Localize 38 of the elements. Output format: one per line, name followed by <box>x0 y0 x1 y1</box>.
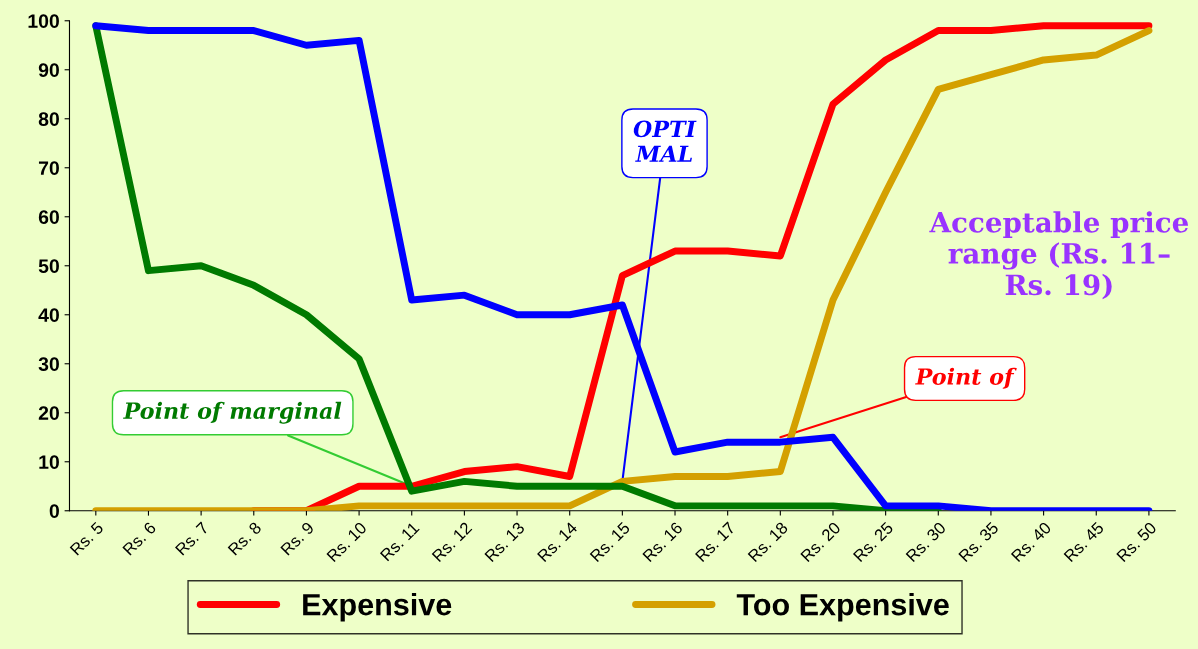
legend-label: Too Expensive <box>736 593 949 622</box>
x-tick-label: Rs. 12 <box>431 521 473 563</box>
x-tick-label: Rs. 45 <box>1063 521 1105 563</box>
x-tick-label: Rs. 5 <box>69 521 104 556</box>
y-tick-label: 50 <box>38 259 59 273</box>
y-tick-label: 10 <box>39 455 59 469</box>
x-tick-label: Rs. 6 <box>122 521 157 556</box>
y-tick-label: 60 <box>38 210 59 224</box>
x-tick-label: Rs. 18 <box>747 521 789 563</box>
x-tick-label: Rs. 30 <box>905 521 947 563</box>
y-tick-label: 30 <box>38 357 59 372</box>
x-tick-label: Rs. 35 <box>958 521 1000 563</box>
x-tick-label: Rs. 20 <box>800 521 842 563</box>
x-tick-label: Rs. 8 <box>227 521 262 556</box>
x-tick-label: Rs. 10 <box>326 521 368 563</box>
legend-label: Expensive <box>303 593 452 622</box>
x-tick-label: Rs. 14 <box>537 521 579 563</box>
y-tick-label: 20 <box>38 406 59 420</box>
annotation: OPTI MAL <box>633 120 697 162</box>
y-tick-label: 40 <box>38 308 59 322</box>
annotation: Point of <box>915 367 1017 389</box>
x-tick-label: Rs. 9 <box>280 521 315 556</box>
x-tick-label: Rs. 17 <box>695 521 736 563</box>
x-tick-label: Rs. 13 <box>484 521 526 563</box>
x-tick-label: Rs. 15 <box>589 521 631 563</box>
x-tick-label: Rs. 16 <box>642 521 684 563</box>
y-tick-label: 70 <box>38 161 59 175</box>
y-tick-label: 80 <box>38 112 59 126</box>
x-tick-label: Rs. 7 <box>175 521 210 556</box>
annotation: Point of marginal <box>123 401 342 424</box>
x-tick-label: Rs. 50 <box>1116 521 1158 563</box>
x-tick-label: Rs. 11 <box>379 521 420 562</box>
annotation: Acceptable price range (Rs. 11– Rs. 19) <box>929 211 1189 300</box>
y-tick-label: 100 <box>28 14 59 28</box>
x-tick-label: Rs. 40 <box>1010 521 1052 563</box>
x-tick-label: Rs. 25 <box>852 521 894 563</box>
y-tick-label: 0 <box>49 504 59 518</box>
y-tick-label: 90 <box>38 63 59 77</box>
